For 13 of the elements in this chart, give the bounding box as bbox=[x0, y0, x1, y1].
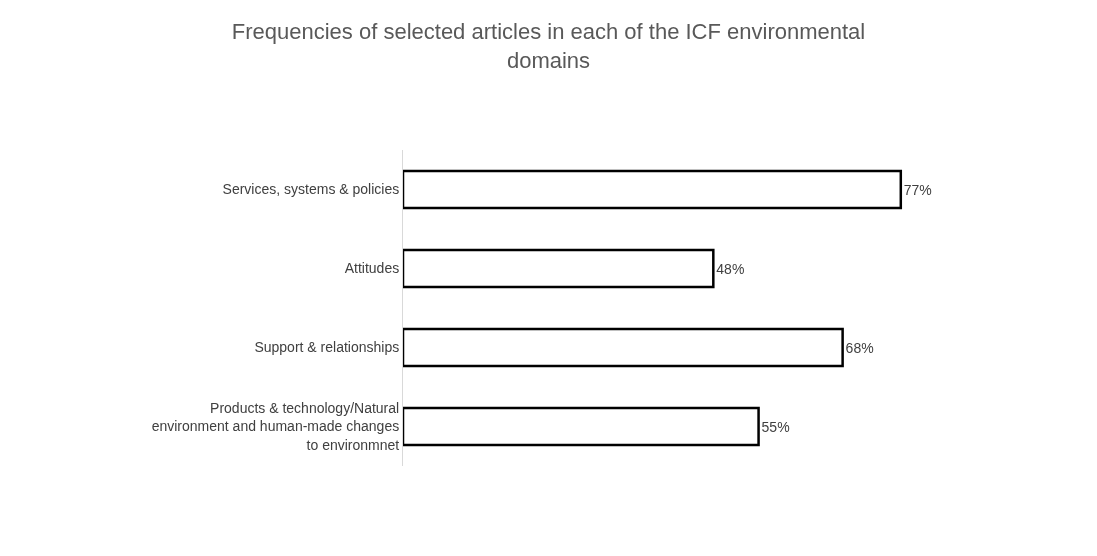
data-label: 77% bbox=[903, 181, 932, 198]
data-label: 55% bbox=[761, 418, 790, 435]
y-tick-label: Support & relationships bbox=[254, 339, 400, 356]
bar bbox=[403, 406, 760, 447]
bar bbox=[403, 327, 844, 368]
chart-title: Frequencies of selected articles in each of the ICF environmental domains bbox=[231, 18, 866, 73]
bar bbox=[403, 169, 903, 210]
y-tick-label: Products & technology/Natural environment and human-made changes to environmnet bbox=[151, 400, 400, 453]
data-label: 48% bbox=[716, 260, 745, 277]
bar bbox=[403, 248, 715, 289]
y-tick-label: Attitudes bbox=[344, 260, 400, 277]
data-label: 68% bbox=[845, 339, 874, 356]
y-tick-label: Services, systems & policies bbox=[222, 181, 400, 198]
